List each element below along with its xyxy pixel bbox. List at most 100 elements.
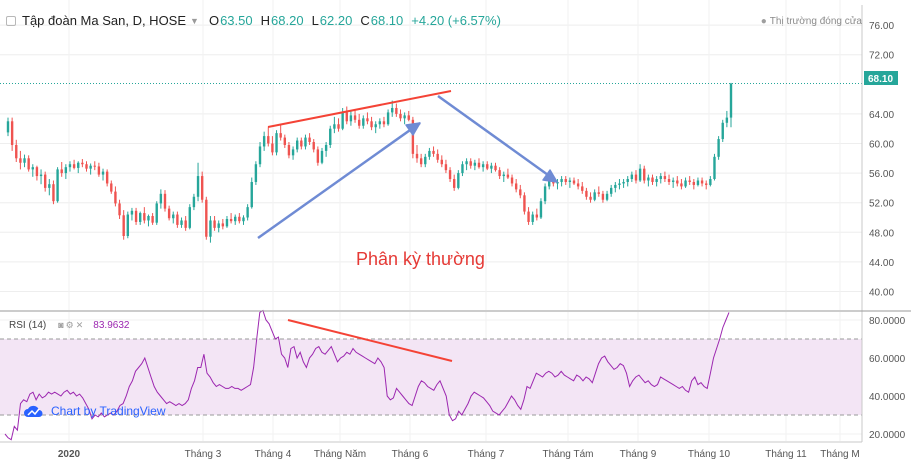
candle <box>581 181 584 194</box>
last-price-badge: 68.10 <box>864 71 898 85</box>
candle-body <box>618 183 621 185</box>
price-axis[interactable]: 40.00 44.00 48.00 52.00 56.00 60.00 64.00 72.00… <box>869 21 894 298</box>
market-status: ● Thị trường đóng cửa <box>761 16 862 27</box>
candle <box>89 163 92 175</box>
candle <box>196 162 200 202</box>
collapse-icon[interactable] <box>6 15 16 26</box>
candle <box>659 173 662 184</box>
indicator-controls[interactable]: ◙⚙✕ <box>58 320 85 331</box>
candle <box>291 146 295 160</box>
eye-icon[interactable]: ◙ <box>58 320 66 330</box>
candle <box>651 174 654 185</box>
candle <box>614 181 617 193</box>
candle-body <box>19 158 22 163</box>
candle <box>200 171 204 203</box>
candle-body <box>271 143 274 153</box>
candle-body <box>254 164 258 182</box>
candle-body <box>382 121 386 125</box>
candle <box>457 170 460 190</box>
candle-body <box>506 174 510 178</box>
candle <box>452 174 456 191</box>
last-price-badge-bg <box>864 71 898 85</box>
candle <box>725 110 729 128</box>
symbol-title[interactable]: Tập đoàn Ma San, D, HOSE <box>22 13 187 28</box>
high-label: H <box>260 13 271 28</box>
candle-body <box>324 144 328 151</box>
candle <box>300 137 303 150</box>
rsi-tick-label: 80.0000 <box>869 316 906 327</box>
settings-icon[interactable]: ⚙ <box>65 320 76 330</box>
brand-text[interactable]: Chart by TradingView <box>51 404 166 418</box>
time-axis[interactable]: 2020 Tháng 3 Tháng 4 Tháng Năm Tháng 6 Tháng … <box>58 449 860 460</box>
low-value: 62.20 <box>319 13 353 28</box>
candle <box>469 158 472 169</box>
candle <box>23 154 26 168</box>
candle-body <box>671 180 675 182</box>
candle-body <box>23 158 26 163</box>
candle <box>374 121 377 134</box>
candle-body <box>614 184 617 188</box>
candle-body <box>469 161 472 166</box>
downtrend-arrowhead <box>542 169 558 183</box>
rsi-title[interactable]: RSI (14) <box>9 320 47 331</box>
candle-body <box>234 216 237 222</box>
candle <box>320 147 324 165</box>
candle <box>415 144 419 163</box>
candle <box>597 186 600 197</box>
time-tick-label: Tháng 9 <box>620 449 657 460</box>
candle-body <box>597 192 600 194</box>
candle-body <box>118 203 121 216</box>
candle <box>262 131 266 151</box>
close-icon[interactable]: ✕ <box>75 320 86 330</box>
candle <box>159 189 163 209</box>
candle-body <box>329 128 332 145</box>
candle <box>676 176 679 187</box>
candle <box>473 159 477 171</box>
candle <box>27 155 30 172</box>
candle-body <box>581 186 584 191</box>
candle-body <box>200 176 204 200</box>
candle-body <box>139 213 142 222</box>
price-resistance-trendline <box>267 90 452 128</box>
candle-body <box>638 168 642 181</box>
candle <box>386 109 390 126</box>
candle-body <box>655 179 658 182</box>
candle <box>333 116 336 134</box>
candle-body <box>229 218 233 222</box>
candle-body <box>539 201 543 218</box>
candle-body <box>411 119 415 154</box>
candle-body <box>320 150 324 163</box>
candle-body <box>696 180 700 185</box>
candle <box>147 214 150 227</box>
rsi-axis[interactable]: 20.0000 40.0000 60.0000 80.0000 <box>869 316 906 441</box>
candle-body <box>60 169 63 174</box>
candle <box>229 213 233 224</box>
candle <box>481 161 485 172</box>
candle-body <box>221 223 225 227</box>
candle-body <box>176 214 179 225</box>
candle-body <box>167 208 171 219</box>
candle-body <box>304 137 307 147</box>
close-label: C <box>360 13 370 28</box>
candle <box>461 161 464 177</box>
candle <box>618 179 621 190</box>
candle <box>486 161 489 171</box>
candle <box>539 198 543 219</box>
candle <box>593 189 596 202</box>
candle-body <box>6 121 10 133</box>
candle-body <box>316 149 320 163</box>
candle-body <box>105 171 109 184</box>
candle <box>345 106 348 125</box>
candle <box>6 117 10 137</box>
candle-body <box>593 192 596 200</box>
candle <box>572 177 576 185</box>
candle <box>188 204 191 230</box>
candle <box>118 199 121 219</box>
candle <box>130 207 134 221</box>
tradingview-brand[interactable]: Chart by TradingView <box>23 404 166 418</box>
candle <box>48 179 51 196</box>
candle-body <box>163 193 167 209</box>
candle-body <box>43 174 47 188</box>
chevron-down-icon[interactable]: ▼ <box>190 15 199 26</box>
